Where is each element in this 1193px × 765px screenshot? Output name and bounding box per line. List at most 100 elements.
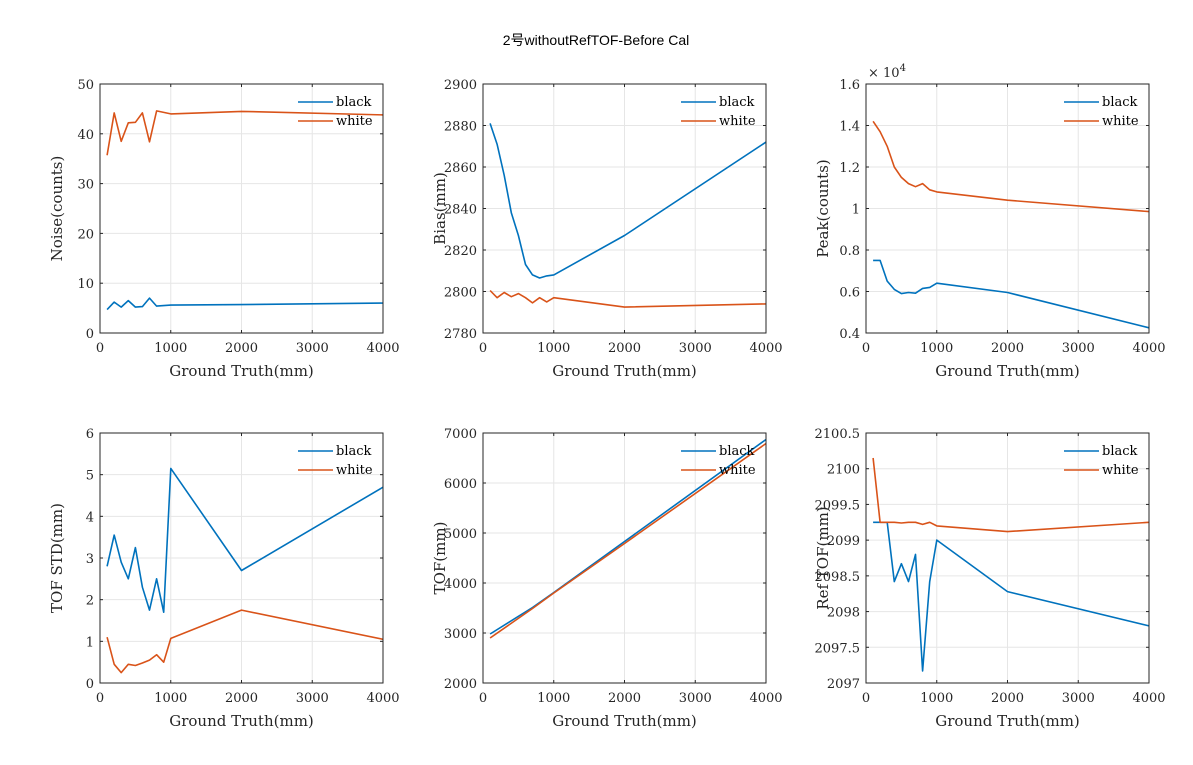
y-tick-label: 6 xyxy=(86,427,94,442)
x-tick-label: 2000 xyxy=(608,691,641,706)
legend: black white xyxy=(298,95,373,129)
subplot-2: 0 1000 2000 3000 4000 2780 2800 2820 2840 2860 288… xyxy=(431,78,783,380)
legend: black white xyxy=(1064,95,1139,129)
legend-label-white: white xyxy=(719,463,756,478)
y-tick-label: 1.2 xyxy=(839,161,860,176)
y-tick-label: 30 xyxy=(77,178,94,193)
y-tick-label: 2099 xyxy=(827,534,860,549)
legend: black white xyxy=(1064,444,1139,478)
legend-label-black: black xyxy=(1102,95,1138,110)
y-tick-label: 2000 xyxy=(444,677,477,692)
y-axis-label: Ref TOF(mm) xyxy=(814,506,832,609)
legend: black white xyxy=(681,95,756,129)
x-axis-label: Ground Truth(mm) xyxy=(169,712,314,730)
series-line-white xyxy=(489,289,767,308)
x-tick-label: 3000 xyxy=(1062,341,1095,356)
x-tick-label: 0 xyxy=(862,691,870,706)
y-axis-label: Noise(counts) xyxy=(48,156,66,262)
x-tick-label: 3000 xyxy=(296,341,329,356)
x-tick-label: 2000 xyxy=(991,341,1024,356)
x-tick-label: 1000 xyxy=(154,691,187,706)
series-line-white xyxy=(106,609,384,674)
y-tick-label: 5000 xyxy=(444,527,477,542)
x-tick-label: 4000 xyxy=(366,341,399,356)
y-tick-label: 2097 xyxy=(827,677,860,692)
y-tick-label: 2098.5 xyxy=(815,570,861,585)
x-tick-label: 3000 xyxy=(1062,691,1095,706)
y-tick-label: 2780 xyxy=(444,327,477,342)
subplot-3: 0 1000 2000 3000 4000 0.4 0.6 0.8 1 1.2 1.4 1.6 × 10… xyxy=(814,63,1166,380)
series-line-black xyxy=(106,297,384,311)
y-tick-label: 5 xyxy=(86,469,94,484)
x-axis-label: Ground Truth(mm) xyxy=(552,712,697,730)
legend: black white xyxy=(681,444,756,478)
legend-label-black: black xyxy=(719,444,755,459)
x-axis-label: Ground Truth(mm) xyxy=(169,362,314,380)
legend-label-white: white xyxy=(336,114,373,129)
x-tick-label: 2000 xyxy=(225,691,258,706)
y-tick-label: 7000 xyxy=(444,427,477,442)
y-tick-label: 0.6 xyxy=(839,286,860,301)
y-tick-label: 2820 xyxy=(444,244,477,259)
legend-label-black: black xyxy=(1102,444,1138,459)
y-tick-label: 40 xyxy=(77,128,94,143)
legend-label-black: black xyxy=(336,95,372,110)
x-tick-label: 4000 xyxy=(1132,691,1165,706)
x-tick-label: 1000 xyxy=(537,691,570,706)
legend-label-white: white xyxy=(1102,114,1139,129)
legend-label-white: white xyxy=(336,463,373,478)
y-exponent-label: × 104 xyxy=(868,63,906,81)
legend-label-black: black xyxy=(719,95,755,110)
x-axis-label: Ground Truth(mm) xyxy=(935,712,1080,730)
y-axis-label: Bias(mm) xyxy=(431,172,449,245)
subplot-6: 0 1000 2000 3000 4000 2097 2097.5 2098 2098.5 209… xyxy=(814,427,1166,730)
y-tick-label: 1.4 xyxy=(839,120,860,135)
series-line-white xyxy=(872,120,1150,213)
x-tick-label: 4000 xyxy=(1132,341,1165,356)
y-tick-label: 20 xyxy=(77,227,94,242)
x-tick-label: 2000 xyxy=(991,691,1024,706)
x-tick-label: 4000 xyxy=(749,341,782,356)
y-tick-label: 2840 xyxy=(444,203,477,218)
legend-label-white: white xyxy=(719,114,756,129)
x-tick-label: 0 xyxy=(96,691,104,706)
y-tick-label: 6000 xyxy=(444,477,477,492)
y-tick-label: 2100 xyxy=(827,463,860,478)
x-tick-label: 1000 xyxy=(154,341,187,356)
x-tick-label: 1000 xyxy=(920,691,953,706)
y-tick-label: 4000 xyxy=(444,577,477,592)
y-axis-label: Peak(counts) xyxy=(814,159,832,258)
series-line-white xyxy=(106,110,384,156)
figure-title: 2号withoutRefTOF-Before Cal xyxy=(503,32,689,48)
x-tick-label: 2000 xyxy=(608,341,641,356)
y-tick-label: 2860 xyxy=(444,161,477,176)
x-tick-label: 4000 xyxy=(366,691,399,706)
y-axis-label: TOF STD(mm) xyxy=(48,503,66,613)
x-tick-label: 0 xyxy=(862,341,870,356)
y-tick-label: 2880 xyxy=(444,120,477,135)
subplot-1: 0 1000 2000 3000 4000 0 10 20 30 40 50 Ground Truth… xyxy=(48,78,400,380)
x-tick-label: 3000 xyxy=(679,341,712,356)
x-tick-label: 3000 xyxy=(679,691,712,706)
x-axis-label: Ground Truth(mm) xyxy=(935,362,1080,380)
y-tick-label: 0 xyxy=(86,677,94,692)
series-line-black xyxy=(106,467,384,614)
x-tick-label: 1000 xyxy=(537,341,570,356)
x-tick-label: 3000 xyxy=(296,691,329,706)
y-tick-label: 2099.5 xyxy=(815,498,861,513)
y-tick-label: 1.6 xyxy=(839,78,860,93)
x-tick-label: 2000 xyxy=(225,341,258,356)
y-tick-label: 0.8 xyxy=(839,244,860,259)
y-tick-label: 3 xyxy=(86,552,94,567)
x-tick-label: 4000 xyxy=(749,691,782,706)
y-tick-label: 2097.5 xyxy=(815,641,861,656)
x-tick-label: 0 xyxy=(96,341,104,356)
y-tick-label: 4 xyxy=(86,510,94,525)
y-tick-label: 3000 xyxy=(444,627,477,642)
y-tick-label: 50 xyxy=(77,78,94,93)
series-line-black xyxy=(873,259,1150,329)
y-tick-label: 0 xyxy=(86,327,94,342)
y-tick-label: 2800 xyxy=(444,286,477,301)
x-tick-label: 0 xyxy=(479,341,487,356)
